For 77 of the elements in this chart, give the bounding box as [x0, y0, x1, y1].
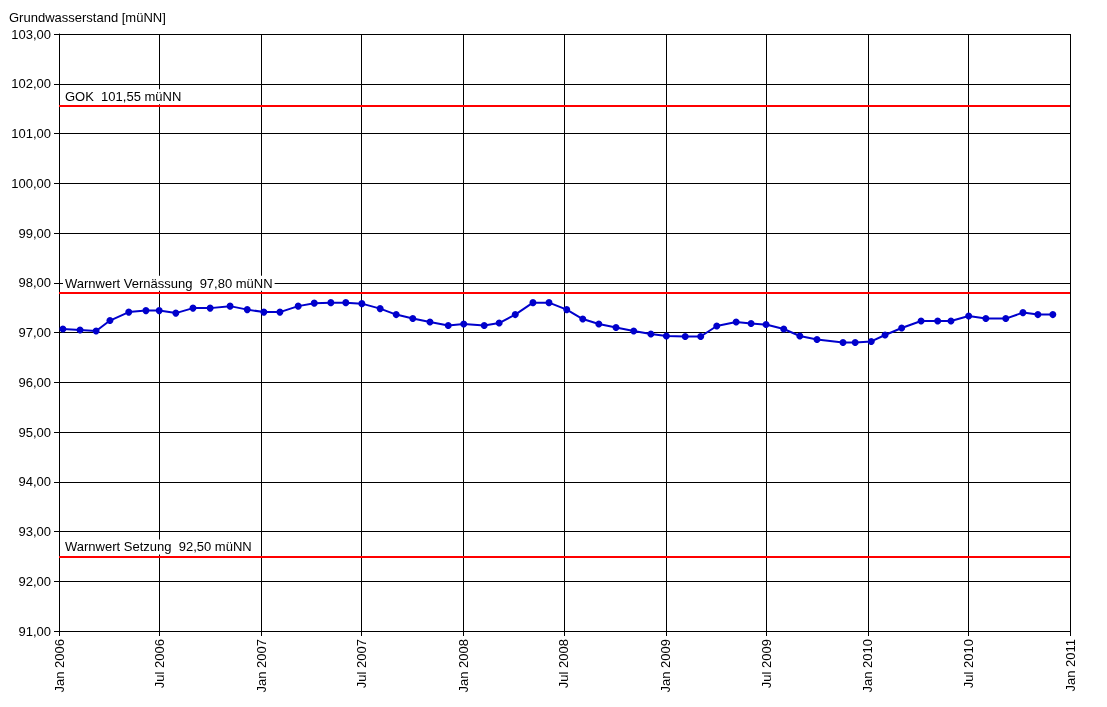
point: [392, 311, 400, 319]
point: [595, 320, 603, 328]
x-tick-label: Jan 2010: [860, 639, 876, 693]
x-tick-label: Jan 2011: [1062, 639, 1078, 692]
x-tick-label: Jul 2007: [353, 639, 369, 689]
y-tick-label: 94,00: [18, 474, 51, 490]
point: [898, 324, 906, 332]
point: [867, 337, 875, 345]
point: [697, 332, 705, 340]
point: [545, 299, 553, 307]
point: [780, 325, 788, 333]
point: [409, 315, 417, 323]
point: [563, 306, 571, 314]
point: [1049, 311, 1057, 319]
y-tick-label: 92,00: [18, 573, 51, 589]
point: [965, 312, 973, 320]
point: [260, 308, 268, 316]
x-tick-label: Jul 2010: [960, 639, 976, 689]
y-tick-label: 96,00: [18, 374, 51, 390]
point: [612, 324, 620, 332]
point: [630, 327, 638, 335]
ref-line-label: Warnwert Vernässung 97,80 müNN: [65, 275, 273, 291]
point: [142, 307, 150, 315]
x-tick-label: Jul 2008: [556, 639, 572, 689]
point: [713, 322, 721, 330]
x-tick-label: Jan 2008: [455, 639, 471, 693]
point: [839, 338, 847, 346]
point: [1034, 311, 1042, 319]
point: [294, 302, 302, 310]
point: [813, 335, 821, 343]
point: [310, 299, 318, 307]
y-tick-label: 91,00: [18, 623, 51, 639]
ref-line-label: GOK 101,55 müNN: [65, 89, 182, 105]
point: [444, 322, 452, 330]
point: [172, 309, 180, 317]
point: [747, 320, 755, 328]
point: [1002, 315, 1010, 323]
y-tick-label: 101,00: [11, 126, 51, 141]
y-tick-label: 102,00: [11, 76, 51, 92]
point: [125, 308, 133, 316]
x-tick-label: Jul 2009: [758, 639, 774, 689]
point: [982, 315, 990, 323]
point: [206, 304, 214, 312]
point: [579, 315, 587, 323]
point: [226, 302, 234, 310]
y-tick-label: 99,00: [18, 225, 51, 241]
point: [662, 332, 670, 340]
point: [511, 311, 519, 319]
ref-line-label: Warnwert Setzung 92,50 müNN: [65, 539, 252, 555]
x-tick-label: Jan 2009: [658, 639, 674, 693]
point: [762, 321, 770, 329]
point: [358, 300, 366, 308]
x-tick-label: Jul 2006: [151, 639, 167, 689]
y-axis-title: Grundwasserstand [müNN]: [9, 10, 166, 25]
y-tick-label: 98,00: [18, 275, 51, 291]
point: [1019, 309, 1027, 317]
y-tick-label: 97,00: [18, 325, 51, 340]
point: [934, 317, 942, 325]
point: [155, 307, 163, 315]
y-tick-label: 103,00: [11, 26, 51, 42]
point: [342, 299, 350, 307]
y-tick-label: 93,00: [18, 524, 51, 539]
x-tick-label: Jan 2006: [51, 639, 67, 693]
point: [243, 306, 251, 314]
point: [851, 338, 859, 346]
point: [681, 332, 689, 340]
point: [106, 317, 114, 325]
x-tick-label: Jan 2007: [253, 639, 269, 693]
point: [796, 332, 804, 340]
y-tick-label: 100,00: [11, 175, 51, 191]
point: [327, 299, 335, 307]
point: [495, 319, 503, 327]
y-tick-label: 95,00: [18, 424, 51, 440]
point: [480, 322, 488, 330]
point: [460, 320, 468, 328]
point: [529, 299, 537, 307]
point: [376, 305, 384, 313]
